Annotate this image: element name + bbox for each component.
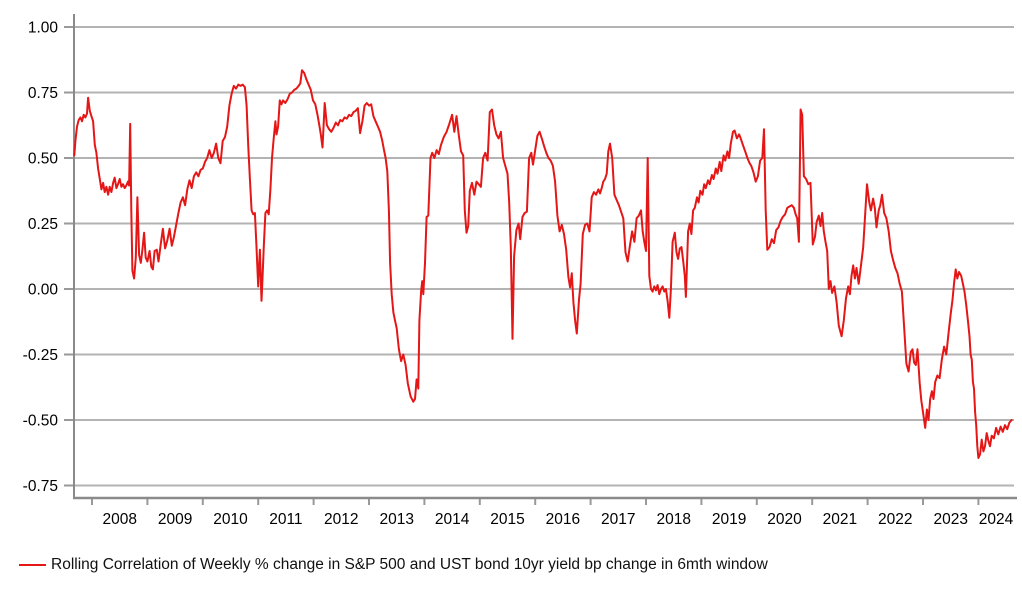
x-tick-label: 2009 <box>158 511 192 528</box>
x-tick-label: 2023 <box>933 511 967 528</box>
legend: Rolling Correlation of Weekly % change i… <box>19 556 768 574</box>
x-tick-label: 2018 <box>656 511 690 528</box>
x-tick-label: 2019 <box>712 511 746 528</box>
y-tick-label: 1.00 <box>28 20 59 37</box>
y-tick-label: -0.25 <box>23 347 58 364</box>
x-tick-label: 2021 <box>823 511 857 528</box>
y-tick-label: -0.50 <box>23 413 59 430</box>
y-tick-label: 0.75 <box>28 85 58 102</box>
x-tick-label: 2020 <box>767 511 802 528</box>
x-tick-label: 2024 <box>979 511 1014 528</box>
x-tick-label: 2011 <box>269 511 302 528</box>
y-tick-label: -0.75 <box>23 478 58 495</box>
series-line <box>73 69 1013 459</box>
legend-line-swatch <box>19 564 46 566</box>
x-tick-label: 2015 <box>490 511 524 528</box>
x-tick-label: 2016 <box>546 511 580 528</box>
x-tick-label: 2022 <box>878 511 912 528</box>
x-tick-label: 2010 <box>213 511 248 528</box>
x-tick-label: 2013 <box>379 511 413 528</box>
x-tick-label: 2017 <box>601 511 635 528</box>
y-tick-label: 0.00 <box>28 282 59 299</box>
legend-label: Rolling Correlation of Weekly % change i… <box>51 556 768 573</box>
x-tick-label: 2008 <box>102 511 136 528</box>
x-tick-label: 2014 <box>435 511 470 528</box>
y-tick-label: 0.25 <box>28 216 58 233</box>
x-tick-label: 2012 <box>324 511 358 528</box>
y-tick-label: 0.50 <box>28 151 59 168</box>
